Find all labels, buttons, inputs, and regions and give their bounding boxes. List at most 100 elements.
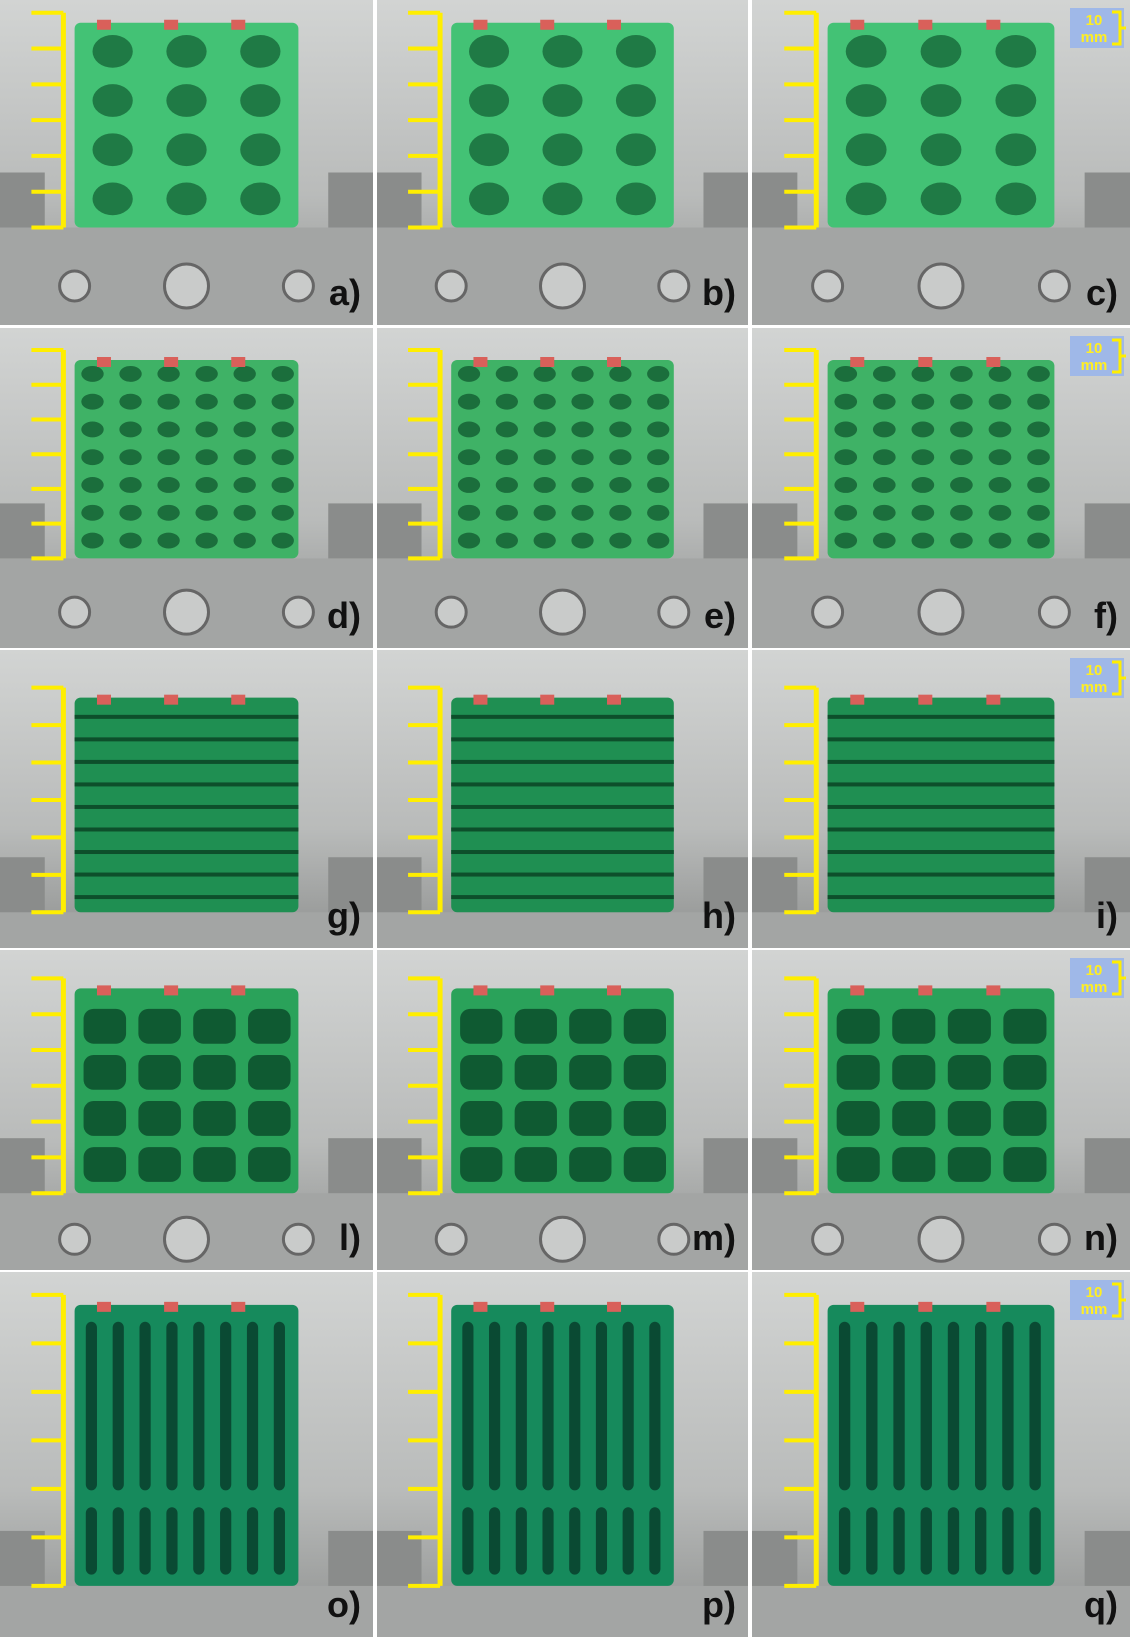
marker: [473, 20, 487, 30]
pore: [1003, 1009, 1046, 1044]
layer-gap: [75, 715, 299, 719]
fixture-block: [0, 857, 45, 912]
fixture-block: [0, 503, 45, 558]
layer-gap: [75, 782, 299, 786]
fixture-block: [1085, 173, 1130, 228]
pore: [195, 505, 217, 521]
pore: [948, 1009, 991, 1044]
layer-gap: [828, 873, 1055, 877]
pore: [912, 505, 935, 521]
pore: [272, 449, 294, 465]
pore: [469, 35, 509, 68]
layer-gap: [828, 895, 1055, 899]
pore: [989, 394, 1012, 410]
scale-bar-value: 10: [1086, 1284, 1103, 1301]
pore: [569, 1055, 611, 1090]
pore: [458, 449, 480, 465]
pore: [892, 1101, 935, 1136]
slot: [975, 1322, 986, 1491]
pore: [647, 449, 669, 465]
slot: [489, 1507, 500, 1574]
fixture-block: [377, 173, 422, 228]
pore: [84, 1009, 127, 1044]
slot: [247, 1507, 258, 1574]
marker: [231, 20, 245, 30]
marker: [850, 20, 864, 30]
pore: [609, 533, 631, 549]
bolt: [436, 1224, 466, 1254]
pore: [240, 133, 280, 166]
pore: [609, 477, 631, 493]
fixture-block: [703, 1138, 748, 1193]
pore: [1003, 1147, 1046, 1182]
fixture-plate: [377, 1586, 748, 1637]
pore: [248, 1009, 291, 1044]
layer-gap: [75, 760, 299, 764]
pore: [950, 477, 973, 493]
fixture-block: [1085, 1531, 1130, 1586]
marker: [986, 695, 1000, 705]
layer-gap: [451, 827, 674, 831]
pore: [995, 35, 1036, 68]
pore: [81, 533, 103, 549]
pore: [93, 84, 133, 117]
bolt: [283, 597, 313, 627]
slot: [166, 1507, 177, 1574]
pore: [240, 182, 280, 215]
specimen: [451, 1305, 674, 1586]
pore: [609, 394, 631, 410]
pore: [837, 1101, 880, 1136]
pore: [912, 449, 935, 465]
pore: [912, 366, 935, 382]
pore: [912, 422, 935, 438]
marker: [918, 357, 932, 367]
pore: [921, 182, 962, 215]
pore: [569, 1009, 611, 1044]
pore: [950, 394, 973, 410]
specimen: [451, 698, 674, 913]
pore: [458, 394, 480, 410]
pore: [571, 533, 593, 549]
pore: [892, 1055, 935, 1090]
pore: [834, 366, 857, 382]
marker: [607, 1302, 621, 1312]
photo-panel: f)10mm: [752, 328, 1130, 648]
pore: [950, 449, 973, 465]
slot: [220, 1322, 231, 1491]
pore: [157, 366, 179, 382]
panel-content: [0, 650, 373, 948]
marker: [850, 985, 864, 995]
pore: [989, 422, 1012, 438]
pore: [647, 533, 669, 549]
pore: [458, 505, 480, 521]
slot: [866, 1322, 877, 1491]
pore: [93, 35, 133, 68]
marker: [850, 357, 864, 367]
pore: [272, 477, 294, 493]
panel-label: g): [327, 895, 361, 936]
pore: [873, 477, 896, 493]
panel-content: [377, 650, 748, 948]
pore: [989, 477, 1012, 493]
marker: [986, 357, 1000, 367]
pore: [458, 533, 480, 549]
pore: [837, 1009, 880, 1044]
slot: [1002, 1507, 1013, 1574]
pore: [846, 35, 887, 68]
bolt: [165, 1217, 209, 1261]
bolt: [60, 1224, 90, 1254]
pore: [647, 422, 669, 438]
panel-label: q): [1084, 1584, 1118, 1625]
pore: [542, 182, 582, 215]
marker: [231, 1302, 245, 1312]
marker: [97, 357, 111, 367]
bolt: [813, 597, 843, 627]
pore: [834, 394, 857, 410]
pore: [119, 533, 141, 549]
slot: [462, 1507, 473, 1574]
pore: [166, 84, 206, 117]
pore: [272, 505, 294, 521]
pore: [912, 533, 935, 549]
pore: [542, 133, 582, 166]
